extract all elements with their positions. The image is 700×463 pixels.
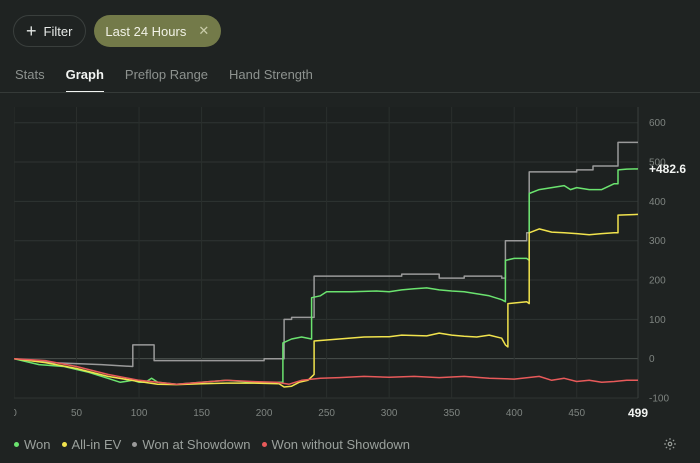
filter-button[interactable]: + Filter	[13, 15, 87, 47]
series-line	[14, 357, 638, 385]
filter-button-label: Filter	[43, 23, 73, 39]
y-tick-label: 300	[649, 236, 666, 247]
x-tick-label: 350	[443, 408, 460, 419]
y-tick-label: 600	[649, 118, 666, 129]
series-line	[14, 168, 639, 385]
x-tick-label: 50	[71, 408, 83, 419]
y-tick-label: 200	[649, 276, 666, 287]
series-line	[14, 213, 639, 388]
x-tick-label: 400	[506, 408, 523, 419]
tab-graph[interactable]: Graph	[65, 67, 104, 93]
x-tick-label: 250	[318, 408, 335, 419]
tab-preflop-range[interactable]: Preflop Range	[124, 67, 209, 82]
y-tick-label: 500	[649, 158, 666, 169]
legend-label: Won without Showdown	[271, 437, 411, 452]
profit-graph-svg: 600 500 400 300 200 100 0 -100 0 50 100 150 200 250 30…	[14, 107, 686, 420]
legend-dot	[61, 442, 67, 447]
y-tick-label: 100	[649, 315, 666, 326]
x-tick-label: 0	[14, 408, 17, 419]
y-tick-label: 400	[649, 197, 666, 208]
chart-legend: Won All-in EV Won at Showdown Won withou…	[14, 437, 410, 452]
close-icon[interactable]: ✕	[198, 23, 210, 38]
legend-dot	[132, 442, 138, 447]
tabs-divider	[0, 92, 700, 93]
profit-graph: 600 500 400 300 200 100 0 -100 0 50 100 150 200 250 30…	[14, 107, 700, 429]
active-filter-label: Last 24 Hours	[105, 23, 187, 39]
x-tick-label: 300	[381, 408, 398, 419]
legend-label: Won at Showdown	[142, 437, 251, 452]
series-line	[14, 141, 638, 368]
legend-dot	[261, 442, 267, 447]
x-tick-label: 150	[193, 408, 210, 419]
end-value-label: +482.6	[649, 162, 686, 176]
legend-item-won-at-showdown: Won at Showdown	[132, 437, 251, 452]
tab-hand-strength[interactable]: Hand Strength	[229, 67, 313, 82]
tab-stats[interactable]: Stats	[15, 67, 45, 82]
plus-icon: +	[26, 21, 37, 41]
legend-item-won: Won	[14, 437, 51, 452]
gear-icon[interactable]	[663, 437, 677, 451]
legend-dot	[14, 442, 19, 447]
legend-item-won-without-showdown: Won without Showdown	[261, 437, 411, 452]
legend-item-all-in-ev: All-in EV	[61, 437, 122, 452]
tab-bar: Stats Graph Preflop Range Hand Strength	[15, 67, 334, 93]
y-tick-label: -100	[649, 394, 669, 405]
x-end-label: 499	[628, 406, 648, 420]
legend-label: All-in EV	[71, 437, 122, 452]
x-tick-label: 450	[568, 408, 585, 419]
active-filter-chip[interactable]: Last 24 Hours ✕	[94, 15, 222, 47]
y-tick-label: 0	[649, 354, 655, 365]
plot-background	[14, 107, 638, 398]
x-tick-label: 100	[131, 408, 148, 419]
x-tick-label: 200	[256, 408, 273, 419]
legend-label: Won	[24, 437, 51, 452]
filter-bar: + Filter Last 24 Hours ✕	[13, 15, 222, 47]
